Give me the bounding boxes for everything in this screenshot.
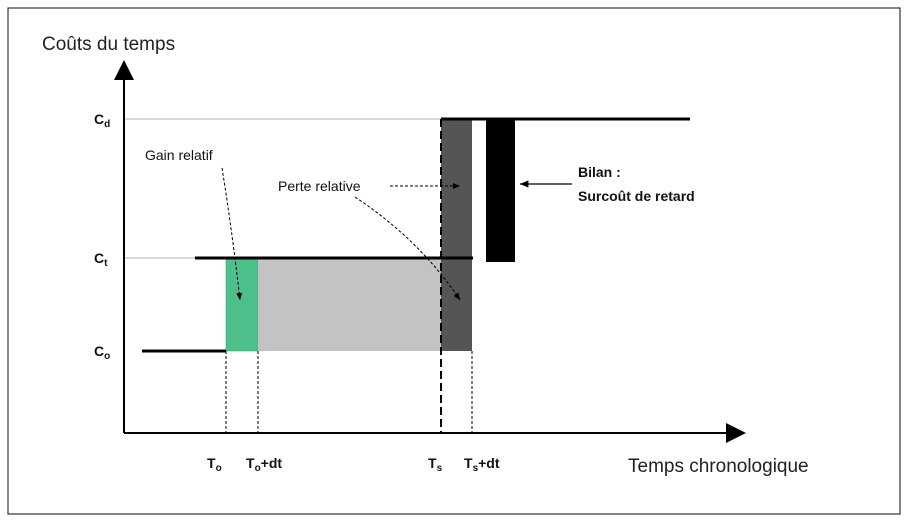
- x-axis-label: Temps chronologique: [628, 456, 809, 477]
- y-axis-label: Coûts du temps: [42, 34, 175, 55]
- level-label: Co: [94, 343, 110, 362]
- annotation: Gain relatif: [145, 147, 213, 163]
- annotation: Surcoût de retard: [578, 188, 695, 204]
- delay-area: [441, 119, 472, 351]
- time-label: To+dt: [246, 455, 282, 474]
- time-label: To: [207, 455, 222, 474]
- balance-bar: [486, 119, 515, 262]
- time-label: Ts: [428, 455, 443, 474]
- level-label: Ct: [94, 250, 108, 269]
- annotation: Perte relative: [278, 178, 361, 194]
- level-label: Cd: [94, 111, 110, 130]
- gain-area: [225, 257, 259, 352]
- loss-area: [258, 258, 441, 351]
- arrow: [354, 196, 461, 301]
- annotation: Bilan :: [578, 164, 621, 180]
- time-label: Ts+dt: [464, 455, 500, 474]
